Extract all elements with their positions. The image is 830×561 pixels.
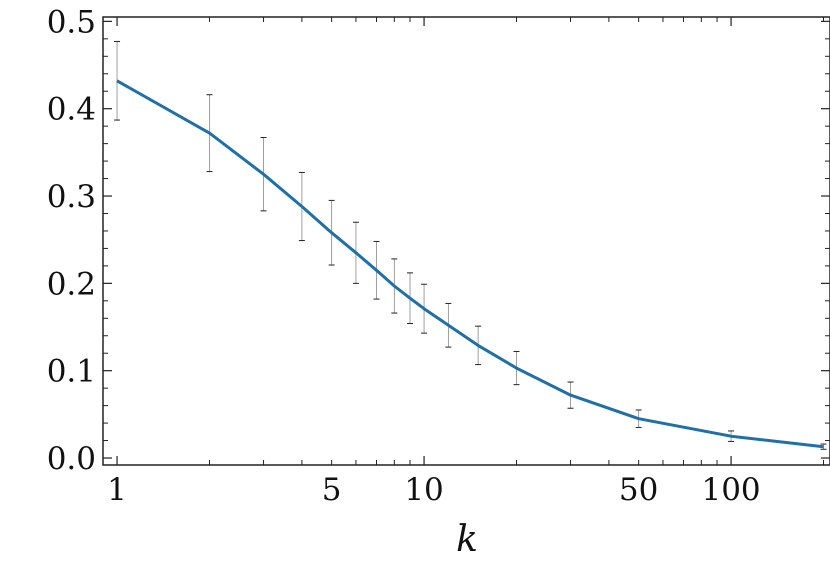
y-tick-label: 0.3 bbox=[47, 179, 96, 215]
x-tick-label: 50 bbox=[619, 472, 658, 508]
y-tick-labels: 0.0 0.1 0.2 0.3 0.4 0.5 bbox=[47, 4, 96, 477]
x-tick-label: 100 bbox=[701, 472, 760, 508]
y-tick-label: 0.5 bbox=[47, 4, 96, 40]
y-tick-label: 0.2 bbox=[47, 266, 96, 302]
y-tick-label: 0.0 bbox=[47, 441, 96, 477]
y-tick-label: 0.1 bbox=[47, 354, 96, 390]
tick-marks bbox=[103, 17, 830, 465]
plot-frame bbox=[102, 16, 830, 466]
y-tick-label: 0.4 bbox=[47, 92, 96, 128]
x-tick-label: 10 bbox=[404, 472, 443, 508]
series-line bbox=[116, 79, 824, 449]
x-axis-label: k bbox=[456, 519, 478, 560]
x-tick-label: 5 bbox=[322, 472, 342, 508]
x-tick-labels: 1 5 10 50 100 bbox=[107, 472, 760, 508]
error-bars bbox=[114, 40, 827, 450]
series-layer bbox=[116, 79, 824, 449]
x-tick-label: 1 bbox=[107, 472, 127, 508]
